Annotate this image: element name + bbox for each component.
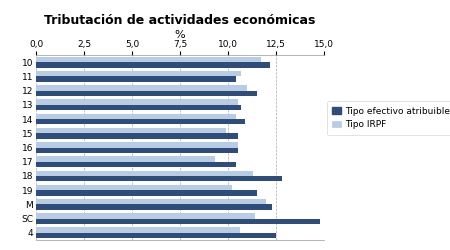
Bar	[36, 105, 242, 110]
Bar	[36, 57, 261, 62]
Bar	[36, 233, 276, 238]
Bar	[36, 71, 242, 76]
Bar	[36, 85, 247, 90]
Bar	[36, 114, 236, 119]
Bar	[36, 90, 257, 96]
Bar	[36, 199, 266, 204]
Bar	[36, 162, 236, 167]
Bar	[36, 133, 238, 139]
Bar	[36, 100, 238, 105]
Bar	[36, 185, 232, 190]
Bar	[36, 156, 215, 162]
Title: Tributación de actividades económicas: Tributación de actividades económicas	[44, 14, 316, 28]
Bar	[36, 190, 257, 196]
Bar	[36, 128, 226, 133]
Bar	[36, 119, 245, 124]
Bar	[36, 219, 320, 224]
Bar	[36, 170, 253, 176]
X-axis label: %: %	[175, 30, 185, 40]
Bar	[36, 62, 270, 68]
Bar	[36, 228, 239, 233]
Bar	[36, 176, 282, 181]
Bar	[36, 204, 272, 210]
Bar	[36, 142, 238, 148]
Bar	[36, 213, 255, 219]
Bar	[36, 76, 236, 82]
Bar	[36, 148, 238, 153]
Legend: Tipo efectivo atribuible, Tipo IRPF: Tipo efectivo atribuible, Tipo IRPF	[327, 101, 450, 134]
